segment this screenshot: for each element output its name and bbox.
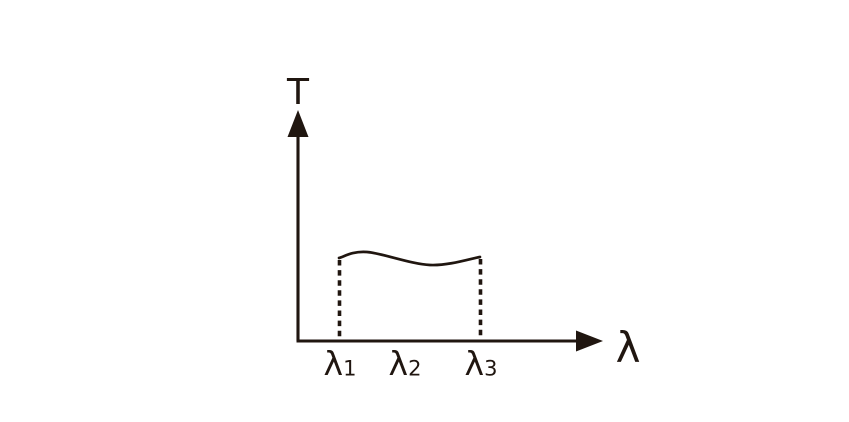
y-axis-arrowhead-icon	[287, 110, 309, 137]
tick-label-lambda3: λ3	[465, 344, 498, 383]
x-axis	[296, 330, 603, 352]
x-axis-arrowhead-icon	[576, 330, 603, 352]
tick-subscript: 3	[484, 357, 497, 381]
tick-subscript: 2	[408, 357, 421, 381]
tick-label-lambda1: λ1	[324, 344, 357, 383]
tick-symbol: λ	[389, 344, 409, 383]
transmittance-curve	[337, 250, 482, 267]
tick-symbol: λ	[465, 344, 485, 383]
tick-symbol: λ	[324, 344, 344, 383]
tick-label-lambda2: λ2	[389, 344, 422, 383]
x-axis-label: λ	[616, 323, 641, 372]
y-axis	[287, 110, 309, 341]
y-axis-label: T	[286, 72, 310, 113]
tick-subscript: 1	[343, 357, 356, 381]
